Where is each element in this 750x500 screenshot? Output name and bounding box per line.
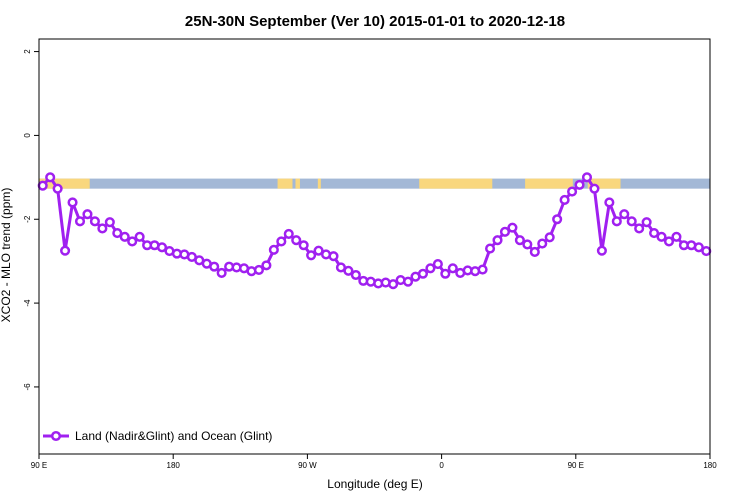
legend-entry-0: Land (Nadir&Glint) and Ocean (Glint) bbox=[75, 429, 272, 443]
data-point bbox=[268, 244, 279, 255]
data-point bbox=[291, 235, 302, 246]
x-tick-label-5: 180 bbox=[703, 461, 717, 470]
ocean-band bbox=[39, 178, 710, 189]
y-tick-label-4: -6 bbox=[23, 383, 32, 391]
land-segment-4 bbox=[419, 178, 493, 189]
data-point bbox=[67, 197, 78, 208]
x-tick-label-0: 90 E bbox=[31, 461, 47, 470]
y-tick-label-3: -4 bbox=[23, 299, 32, 307]
data-point bbox=[626, 216, 637, 227]
series-line-0 bbox=[41, 175, 707, 286]
y-tick-label-0: 2 bbox=[23, 49, 32, 54]
data-point bbox=[544, 232, 555, 243]
plot-frame bbox=[38, 38, 711, 455]
land-segment-6 bbox=[587, 178, 621, 189]
data-point bbox=[492, 235, 503, 246]
legend: Land (Nadir&Glint) and Ocean (Glint) bbox=[43, 429, 272, 443]
data-point bbox=[417, 268, 429, 279]
data-point bbox=[485, 243, 496, 254]
y-axis: 2 0 -2 -4 -6 bbox=[23, 49, 39, 391]
data-point bbox=[216, 267, 227, 278]
x-tick-label-4: 90 E bbox=[568, 461, 584, 470]
land-segment-0 bbox=[39, 178, 90, 189]
data-point bbox=[574, 179, 585, 190]
x-tick-label-2: 90 W bbox=[298, 461, 317, 470]
x-tick-label-1: 180 bbox=[167, 461, 181, 470]
land-segment-5 bbox=[525, 178, 573, 189]
data-point bbox=[649, 228, 660, 239]
data-point bbox=[589, 183, 600, 194]
data-point bbox=[306, 250, 317, 261]
data-point bbox=[89, 216, 100, 227]
y-tick-label-2: -2 bbox=[23, 215, 32, 223]
data-point bbox=[507, 222, 518, 233]
data-point bbox=[328, 251, 339, 262]
data-point bbox=[604, 197, 615, 208]
data-point bbox=[663, 236, 675, 247]
land-ocean-band bbox=[39, 178, 710, 189]
data-point bbox=[283, 228, 294, 239]
data-point bbox=[656, 231, 667, 242]
data-point bbox=[581, 172, 593, 183]
data-point bbox=[37, 180, 48, 191]
data-point bbox=[388, 279, 399, 290]
data-point bbox=[119, 231, 130, 242]
land-segment-3 bbox=[317, 178, 321, 189]
data-point bbox=[641, 217, 652, 228]
data-point bbox=[82, 209, 93, 220]
data-point bbox=[514, 235, 525, 246]
data-point bbox=[127, 236, 138, 247]
land-segment-1 bbox=[277, 178, 293, 189]
data-point bbox=[134, 231, 145, 242]
data-point bbox=[567, 186, 578, 197]
data-point bbox=[112, 228, 123, 239]
data-point bbox=[552, 214, 563, 225]
chart-title: 25N-30N September (Ver 10) 2015-01-01 to… bbox=[185, 13, 565, 30]
data-point bbox=[74, 216, 86, 227]
data-point bbox=[343, 265, 354, 276]
y-axis-label: XCO2 - MLO trend (ppm) bbox=[0, 188, 13, 323]
data-point bbox=[671, 231, 682, 242]
data-point bbox=[313, 245, 324, 256]
data-point bbox=[447, 263, 458, 274]
data-point bbox=[253, 264, 264, 276]
data-point bbox=[432, 259, 443, 270]
data-point bbox=[156, 242, 168, 253]
x-axis: 90 E 180 90 W 0 90 E 180 bbox=[31, 454, 717, 470]
land-segment-2 bbox=[295, 178, 300, 189]
data-point bbox=[611, 216, 622, 227]
data-point bbox=[701, 246, 712, 257]
data-point bbox=[350, 269, 361, 281]
data-point bbox=[596, 245, 607, 256]
data-point bbox=[440, 268, 451, 279]
y-tick-label-1: 0 bbox=[23, 133, 32, 138]
data-point bbox=[276, 236, 287, 247]
data-point bbox=[209, 261, 220, 272]
data-point bbox=[529, 246, 540, 257]
data-point bbox=[45, 172, 56, 183]
data-point bbox=[261, 260, 272, 271]
data-point bbox=[477, 264, 488, 275]
data-point bbox=[634, 223, 645, 234]
x-tick-label-3: 0 bbox=[439, 461, 444, 470]
data-point bbox=[693, 242, 704, 253]
series-layer bbox=[37, 172, 712, 290]
data-point bbox=[522, 239, 533, 250]
data-point bbox=[60, 245, 71, 256]
legend-marker bbox=[50, 430, 62, 442]
data-point bbox=[104, 217, 115, 228]
data-point bbox=[537, 238, 548, 249]
data-point bbox=[403, 276, 414, 287]
data-point bbox=[52, 183, 63, 194]
data-point bbox=[298, 240, 309, 251]
x-axis-label: Longitude (deg E) bbox=[327, 477, 422, 491]
data-point bbox=[425, 263, 436, 274]
data-point bbox=[559, 194, 570, 206]
data-point bbox=[499, 226, 511, 237]
data-point bbox=[97, 223, 108, 234]
data-point bbox=[619, 209, 630, 220]
